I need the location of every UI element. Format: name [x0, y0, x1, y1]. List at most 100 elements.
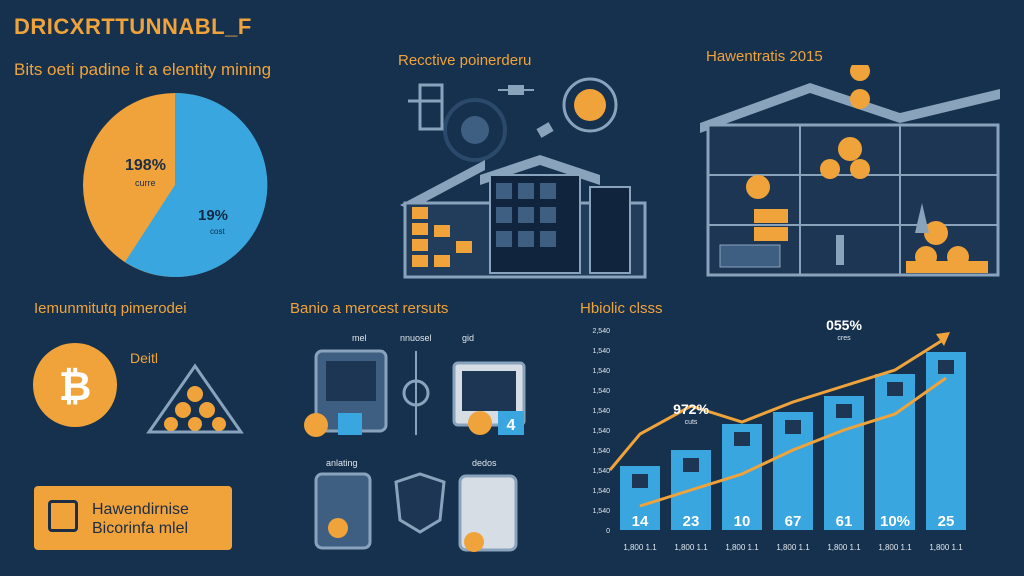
x-tick-label: 1,800 1.1 — [929, 543, 963, 552]
bar-value-label: 10 — [734, 513, 751, 530]
bar-icon — [683, 458, 699, 472]
coin-icon — [820, 159, 840, 179]
arrow-shaft — [836, 235, 844, 265]
coin-icon — [850, 65, 870, 81]
pie-chart: 198% curre 19% cost — [83, 92, 268, 277]
bar — [926, 352, 966, 530]
label-dedos: dedos — [472, 458, 497, 468]
label-nnuosel: nnuosel — [400, 333, 432, 343]
bar-icon — [887, 382, 903, 396]
warehouse-illustration — [700, 65, 1000, 277]
receipt-icon — [458, 474, 518, 552]
coin-icon — [328, 518, 348, 538]
label-mel: mel — [352, 333, 367, 343]
coin-icon — [175, 402, 191, 418]
x-tick-label: 1,800 1.1 — [878, 543, 912, 552]
bar-icon — [785, 420, 801, 434]
monitor-icon — [719, 244, 781, 268]
detail-label: Deitl — [130, 350, 159, 366]
section-title-bottom-mid: Banio a mercest rersuts — [290, 300, 449, 317]
bar-value-label: 23 — [683, 513, 700, 530]
gear-hub-icon — [461, 116, 489, 144]
legend-box: Hawendirnise Bicorinfa mlel — [34, 486, 232, 550]
bar-icon — [632, 474, 648, 488]
x-tick-label: 1,800 1.1 — [623, 543, 657, 552]
y-tick-label: 1,540 — [592, 468, 610, 475]
bitcoin-coins-icons — [746, 65, 988, 273]
y-tick-label: 1,540 — [592, 368, 610, 375]
pie-slice-blue — [125, 92, 268, 277]
arrow-head-icon — [936, 332, 950, 346]
annotation-label: cuts — [685, 419, 698, 426]
coin-pyramid-illustration — [146, 363, 244, 434]
check-icon — [338, 413, 362, 435]
bar-icon — [734, 432, 750, 446]
x-tick-label: 1,800 1.1 — [776, 543, 810, 552]
y-tick-label: 1,540 — [592, 488, 610, 495]
bitcoin-logo: ₿ — [33, 343, 117, 427]
y-tick-label: 1,540 — [592, 508, 610, 515]
pie-small-pct: 19% — [198, 207, 228, 224]
y-tick-label: 0 — [606, 528, 610, 535]
legend-text: Hawendirnise Bicorinfa mlel — [92, 500, 189, 538]
coin-icon — [464, 532, 484, 552]
coin-icon — [304, 413, 328, 437]
orbit-icon — [562, 77, 618, 133]
warehouse-roof — [700, 83, 1000, 133]
document-icon — [48, 500, 78, 532]
coin-icon — [188, 417, 202, 431]
bar-value-label: 14 — [632, 513, 649, 530]
bar-value-label: 25 — [938, 513, 955, 530]
roof-right — [480, 155, 600, 185]
annotation-value: 972% — [673, 401, 709, 417]
satellite-icon-2 — [536, 122, 554, 138]
y-tick-label: 1,540 — [592, 448, 610, 455]
y-tick-label: 2,540 — [592, 328, 610, 335]
trend-line-2 — [639, 376, 947, 508]
badge-value: 4 — [507, 417, 516, 434]
crate-icon — [906, 261, 988, 273]
bar-line-chart: 0 1,540 1,540 1,540 1,540 1,540 1,540 1,540 1,54… — [592, 320, 966, 552]
annotation-label: cres — [837, 335, 851, 342]
hardware-wallet-icon — [314, 472, 372, 550]
pie-big-pct: 198% — [125, 157, 166, 174]
coin-icon — [924, 221, 948, 245]
equipment-row-1: 4 — [304, 349, 526, 437]
mining-farm-illustration — [400, 77, 647, 279]
y-tick-label: 1,540 — [592, 388, 610, 395]
badge-4 — [498, 411, 524, 435]
trend-line — [608, 336, 947, 471]
equipment-row-2 — [314, 472, 518, 552]
coin-icon — [212, 417, 226, 431]
y-tick-label: 1,540 — [592, 408, 610, 415]
bar-icon — [938, 360, 954, 374]
chart-title: Hbiolic clsss — [580, 300, 663, 317]
coin-icon — [746, 175, 770, 199]
shield-icon — [394, 472, 446, 534]
coin-icon — [199, 402, 215, 418]
gear-icon — [443, 98, 507, 162]
bar — [824, 396, 864, 530]
pie-big-label: curre — [135, 178, 156, 188]
section-title-illus-right: Hawentratis 2015 — [706, 48, 823, 65]
bar-value-label: 61 — [836, 513, 853, 530]
svg-text:₿: ₿ — [59, 365, 92, 409]
server-racks — [489, 174, 631, 274]
annotation-value: 055% — [826, 320, 862, 333]
x-tick-label: 1,800 1.1 — [674, 543, 708, 552]
bar — [875, 374, 915, 530]
x-tick-label: 1,800 1.1 — [725, 543, 759, 552]
coin-icon — [468, 411, 492, 435]
pie-small-label: cost — [210, 227, 225, 236]
roof-left — [400, 160, 485, 210]
x-tick-label: 1,800 1.1 — [827, 543, 861, 552]
label-gid: gid — [462, 333, 475, 343]
coin-icon — [850, 89, 870, 109]
coin-icon — [850, 159, 870, 179]
node-icon — [402, 379, 430, 407]
mining-rig-icon — [574, 89, 606, 121]
label-anlating: anlating — [326, 458, 358, 468]
legend-line-1: Hawendirnise — [92, 501, 189, 518]
coin-icon — [838, 137, 862, 161]
coin-icon — [164, 417, 178, 431]
